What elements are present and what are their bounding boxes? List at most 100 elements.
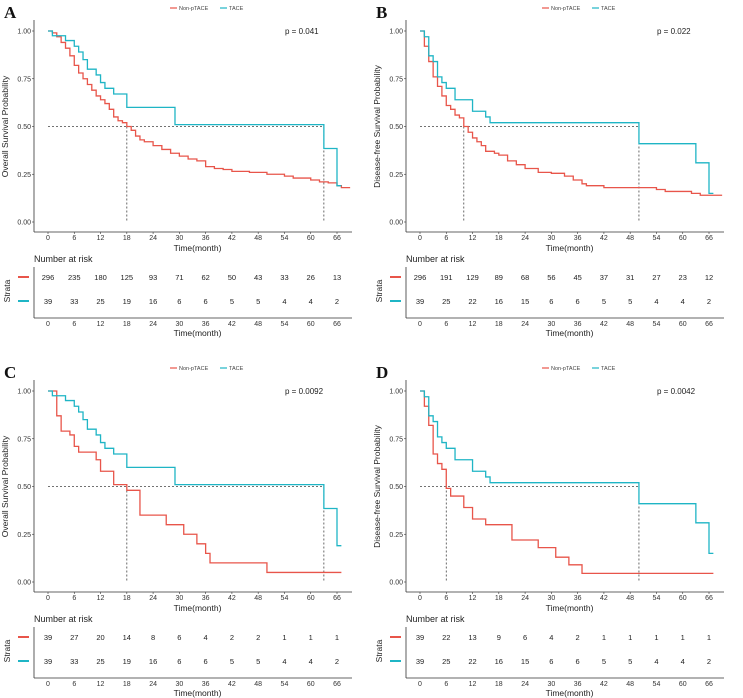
- risk-x-tick-label: 48: [254, 681, 262, 688]
- x-tick-label: 12: [469, 595, 477, 602]
- risk-x-tick-label: 0: [418, 321, 422, 328]
- risk-value: 19: [123, 657, 131, 666]
- x-tick-label: 18: [123, 595, 131, 602]
- risk-value: 43: [254, 273, 262, 282]
- risk-value: 22: [442, 633, 450, 642]
- risk-x-tick-label: 6: [444, 321, 448, 328]
- x-tick-label: 66: [705, 235, 713, 242]
- strata-label: Strata: [374, 279, 384, 302]
- x-tick-label: 48: [254, 235, 262, 242]
- risk-value: 9: [497, 633, 501, 642]
- km-curve-non-ptace: [48, 390, 342, 574]
- y-tick-label: 0.00: [17, 220, 31, 227]
- risk-x-tick-label: 48: [626, 321, 634, 328]
- risk-value: 15: [521, 297, 529, 306]
- risk-value: 50: [228, 273, 236, 282]
- y-tick-label: 0.00: [389, 220, 403, 227]
- y-axis-title: Disease-free Survival Probability: [372, 64, 382, 188]
- legend-label: TACE: [229, 366, 244, 372]
- risk-x-tick-label: 12: [97, 681, 105, 688]
- risk-value: 6: [549, 657, 553, 666]
- risk-value: 26: [307, 273, 315, 282]
- risk-value: 20: [96, 633, 104, 642]
- risk-table-title: Number at risk: [406, 614, 465, 624]
- y-tick-label: 1.00: [389, 389, 403, 396]
- y-tick-label: 0.25: [389, 172, 403, 179]
- legend: Non-pTACE TACE: [542, 366, 616, 372]
- y-tick-label: 0.75: [17, 436, 31, 443]
- x-tick-label: 66: [705, 595, 713, 602]
- x-tick-label: 54: [653, 595, 661, 602]
- risk-x-tick-label: 54: [281, 681, 289, 688]
- x-tick-label: 24: [521, 235, 529, 242]
- x-axis-title: Time(month): [174, 603, 222, 613]
- strata-label: Strata: [2, 279, 12, 302]
- risk-value: 4: [549, 633, 553, 642]
- risk-value: 14: [123, 633, 131, 642]
- x-tick-label: 30: [547, 235, 555, 242]
- y-tick-label: 1.00: [17, 389, 31, 396]
- y-tick-label: 0.25: [17, 172, 31, 179]
- risk-x-tick-label: 60: [679, 321, 687, 328]
- panel-letter: A: [4, 3, 17, 22]
- risk-value: 22: [468, 297, 476, 306]
- y-tick-label: 1.00: [389, 29, 403, 36]
- panel-a: A Non-pTACE TACE 0.00 0.25 0.50 0.75 1.00 0 6 12 18…: [0, 3, 352, 338]
- km-curve-tace: [48, 30, 342, 187]
- risk-table-title: Number at risk: [34, 254, 93, 264]
- risk-value: 39: [44, 297, 52, 306]
- risk-value: 2: [707, 657, 711, 666]
- risk-x-tick-label: 6: [444, 681, 448, 688]
- risk-value: 16: [495, 657, 503, 666]
- risk-x-tick-label: 6: [72, 681, 76, 688]
- risk-x-tick-label: 42: [228, 681, 236, 688]
- y-tick-label: 0.50: [389, 484, 403, 491]
- risk-x-tick-label: 30: [175, 321, 183, 328]
- risk-value: 4: [204, 633, 208, 642]
- risk-value: 1: [335, 633, 339, 642]
- risk-value: 39: [44, 657, 52, 666]
- risk-value: 33: [280, 273, 288, 282]
- x-tick-label: 6: [444, 595, 448, 602]
- risk-value: 5: [230, 657, 234, 666]
- x-tick-label: 42: [600, 595, 608, 602]
- x-tick-label: 60: [307, 595, 315, 602]
- risk-x-tick-label: 54: [653, 321, 661, 328]
- x-tick-label: 60: [679, 595, 687, 602]
- risk-x-tick-label: 60: [307, 321, 315, 328]
- risk-value: 5: [256, 297, 260, 306]
- x-axis-title: Time(month): [546, 243, 594, 253]
- risk-x-tick-label: 60: [307, 681, 315, 688]
- risk-value: 2: [707, 297, 711, 306]
- risk-value: 19: [123, 297, 131, 306]
- risk-table-title: Number at risk: [406, 254, 465, 264]
- x-tick-label: 48: [254, 595, 262, 602]
- x-tick-label: 42: [600, 235, 608, 242]
- x-axis-title: Time(month): [546, 603, 594, 613]
- x-tick-label: 6: [72, 235, 76, 242]
- risk-value: 5: [602, 297, 606, 306]
- y-tick-label: 1.00: [17, 29, 31, 36]
- risk-value: 1: [628, 633, 632, 642]
- p-value: p = 0.0092: [285, 387, 324, 396]
- risk-value: 6: [549, 297, 553, 306]
- risk-value: 13: [468, 633, 476, 642]
- risk-x-tick-label: 66: [705, 321, 713, 328]
- legend-label: Non-pTACE: [179, 6, 209, 12]
- risk-x-tick-label: 42: [600, 321, 608, 328]
- risk-x-axis-title: Time(month): [174, 688, 222, 698]
- risk-value: 6: [523, 633, 527, 642]
- y-axis-title: Overall Survival Probability: [0, 435, 10, 537]
- x-tick-label: 66: [333, 235, 341, 242]
- y-axis-title: Disease-free Survival Probability: [372, 424, 382, 548]
- y-tick-label: 0.75: [389, 436, 403, 443]
- risk-value: 6: [177, 633, 181, 642]
- km-curve-non-ptace: [420, 30, 723, 196]
- risk-x-axis-title: Time(month): [174, 328, 222, 338]
- risk-value: 39: [416, 633, 424, 642]
- risk-x-tick-label: 36: [202, 681, 210, 688]
- risk-value: 2: [335, 657, 339, 666]
- y-tick-label: 0.50: [389, 124, 403, 131]
